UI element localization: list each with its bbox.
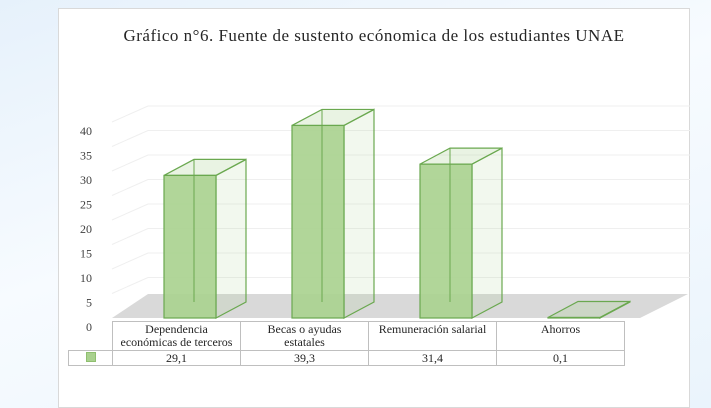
- y-tick-label: 10: [80, 271, 92, 285]
- grid-line: [111, 179, 690, 196]
- chart-title: Gráfico n°6. Fuente de sustento ecónomic…: [123, 26, 625, 45]
- value-row: 29,1 39,3 31,4 0,1: [68, 350, 625, 366]
- grid-line: [111, 203, 690, 221]
- bar-side: [215, 158, 247, 319]
- bar: [419, 163, 473, 319]
- y-tick-label: 30: [80, 173, 92, 187]
- value-label: 0,1: [496, 350, 625, 366]
- bar: [291, 124, 345, 319]
- y-tick-label: 5: [86, 296, 92, 310]
- grid-line: [111, 130, 690, 147]
- bar: [163, 174, 217, 319]
- grid-line: [111, 154, 690, 172]
- category-label: Ahorros: [496, 321, 625, 351]
- value-label: 29,1: [112, 350, 241, 366]
- value-label: 39,3: [240, 350, 369, 366]
- y-tick-label: 20: [80, 222, 92, 236]
- y-tick-label: 40: [80, 124, 92, 138]
- data-table: Dependencia económicas de terceros Becas …: [68, 321, 625, 366]
- grid-line: [111, 105, 690, 123]
- grid-line: [111, 252, 690, 270]
- grid-line: [111, 277, 690, 294]
- category-label: Dependencia económicas de terceros: [112, 321, 241, 351]
- y-tick-label: 15: [80, 247, 92, 261]
- y-tick-label: 35: [80, 149, 92, 163]
- floor: [112, 294, 688, 318]
- value-label: 31,4: [368, 350, 497, 366]
- category-label: Becas o ayudas estatales: [240, 321, 369, 351]
- legend-key: [85, 351, 96, 362]
- bar-side: [471, 147, 503, 319]
- bar-side: [343, 108, 375, 319]
- header-row: Dependencia económicas de terceros Becas …: [68, 321, 625, 351]
- category-label: Remuneración salarial: [368, 321, 497, 351]
- grid-line: [111, 228, 690, 245]
- y-tick-label: 25: [80, 198, 92, 212]
